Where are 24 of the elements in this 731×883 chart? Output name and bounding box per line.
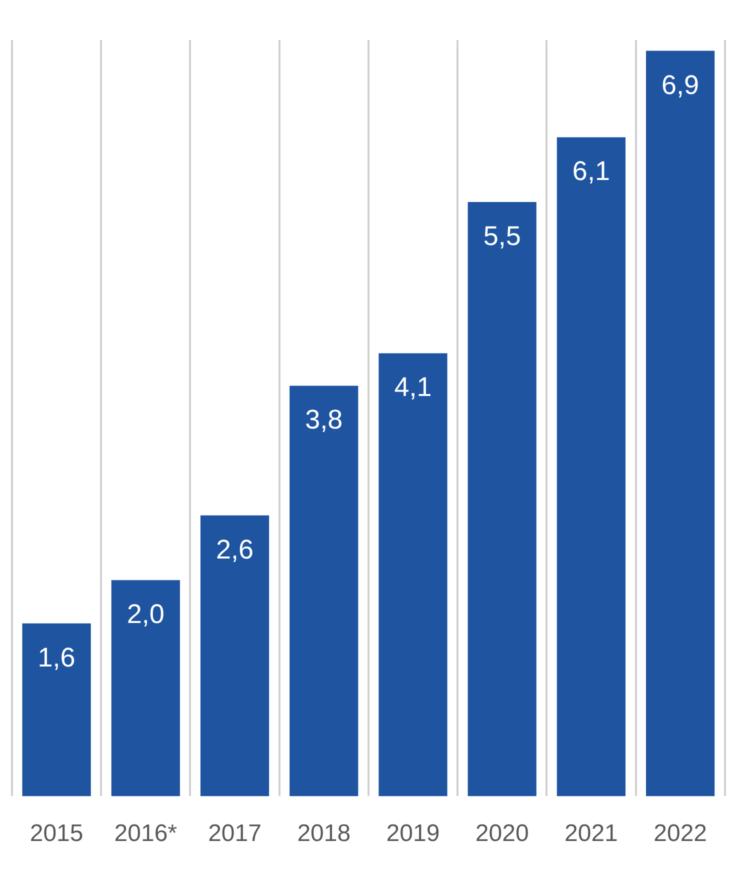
data-label: 1,6 — [38, 642, 76, 672]
data-label: 2,0 — [126, 599, 164, 630]
x-tick-label: 2020 — [475, 820, 529, 848]
bar — [468, 202, 536, 796]
bar — [556, 137, 626, 796]
bar — [378, 353, 448, 796]
x-tick-label: 2017 — [208, 820, 262, 848]
bar — [646, 50, 715, 796]
data-label: 6,9 — [662, 70, 700, 100]
data-label: 6,1 — [572, 156, 610, 186]
x-tick-label: 2019 — [386, 820, 440, 848]
bar — [200, 515, 270, 796]
data-label: 3,8 — [305, 404, 343, 435]
bar — [290, 386, 358, 796]
data-label: 5,5 — [483, 220, 521, 251]
x-tick-label: 2018 — [297, 820, 351, 848]
bar — [22, 623, 91, 796]
bar — [111, 580, 180, 796]
x-tick-label: 2016* — [114, 820, 178, 848]
data-label: 2,6 — [216, 534, 254, 564]
data-label: 4,1 — [394, 372, 432, 402]
x-tick-label: 2021 — [564, 820, 618, 848]
x-tick-label: 2015 — [30, 820, 84, 848]
x-tick-label: 2022 — [654, 820, 707, 848]
